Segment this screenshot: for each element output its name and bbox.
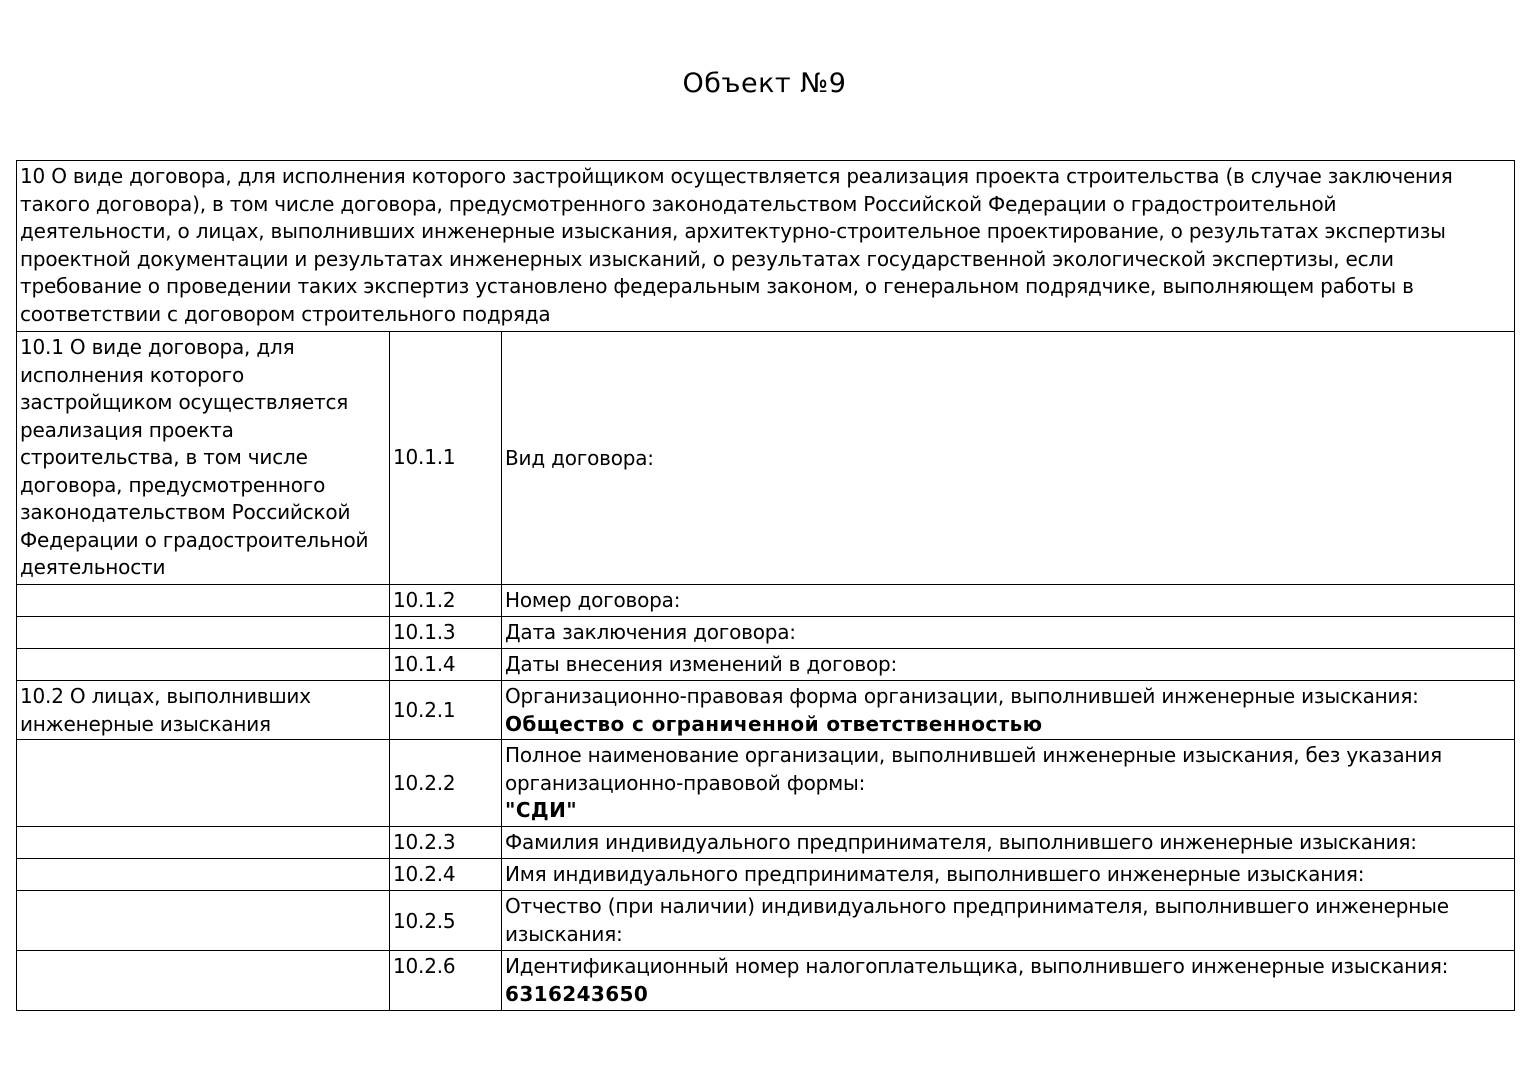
text-line: соответствии с договором строительного п… xyxy=(20,301,551,326)
text-line: Федерации о градостроительной xyxy=(20,527,369,552)
section-header: 10 О виде договора, для исполнения котор… xyxy=(16,160,1515,332)
item-number: 10.2.4 xyxy=(389,858,502,891)
item-content: Организационно-правовая форма организаци… xyxy=(501,680,1515,740)
text-line: Даты внесения изменений в договор: xyxy=(505,652,898,676)
text-line: Идентификационный номер налогоплательщик… xyxy=(505,954,1449,978)
text-line: строительства, в том числе xyxy=(20,445,308,469)
item-content: Фамилия индивидуального предпринимателя,… xyxy=(501,826,1515,859)
item-content: Вид договора: xyxy=(501,331,1515,585)
text-line: договора, предусмотренного xyxy=(20,472,326,497)
text-line: требование о проведении таких экспертиз … xyxy=(20,274,1414,298)
item-value: Общество с ограниченной ответственностью xyxy=(505,711,1043,736)
text-line: реализация проекта xyxy=(20,417,234,442)
text-line: деятельности xyxy=(20,555,166,579)
text-line: деятельности, о лицах, выполнивших инжен… xyxy=(20,219,1446,243)
table-row: 10.1.4 Даты внесения изменений в договор: xyxy=(16,648,1515,681)
text-line: Дата заключения договора: xyxy=(505,620,796,644)
item-number: 10.1.4 xyxy=(389,648,502,681)
text-line: инженерные изыскания xyxy=(20,711,271,736)
text-line: Полное наименование организации, выполни… xyxy=(505,743,1442,767)
item-number: 10.2.5 xyxy=(389,890,502,951)
item-content: Имя индивидуального предпринимателя, вып… xyxy=(501,858,1515,891)
item-content: Номер договора: xyxy=(501,584,1515,617)
item-content: Идентификационный номер налогоплательщик… xyxy=(501,950,1515,1011)
text-line: 10 О виде договора, для исполнения котор… xyxy=(20,164,1453,188)
item-value: "СДИ" xyxy=(505,798,578,822)
item-content: Даты внесения изменений в договор: xyxy=(501,648,1515,681)
group-cell xyxy=(16,950,390,1011)
group-cell xyxy=(16,616,390,649)
table-row: 10.1.3 Дата заключения договора: xyxy=(16,616,1515,649)
text-line: застройщиком осуществляется xyxy=(20,390,349,414)
table-row: 10.2.4 Имя индивидуального предпринимател… xyxy=(16,858,1515,891)
group-cell xyxy=(16,826,390,859)
text-line: Организационно-правовая форма организаци… xyxy=(505,684,1419,708)
page-title: Объект №9 xyxy=(682,68,847,99)
text-line: Отчество (при наличии) индивидуального п… xyxy=(505,894,1449,918)
item-content: Отчество (при наличии) индивидуального п… xyxy=(501,890,1515,951)
text-line: изыскания: xyxy=(505,921,623,946)
text-line: такого договора), в том числе договора, … xyxy=(20,191,1337,216)
group-cell xyxy=(16,890,390,951)
item-number: 10.2.3 xyxy=(389,826,502,859)
text-line: Номер договора: xyxy=(505,588,681,612)
text-line: Имя индивидуального предпринимателя, вып… xyxy=(505,862,1365,886)
text-line: исполнения которого xyxy=(20,362,245,387)
item-number: 10.1.3 xyxy=(389,616,502,649)
group-cell xyxy=(16,739,390,827)
group-cell xyxy=(16,858,390,891)
item-value: 6316243650 xyxy=(505,981,649,1006)
text-line: организационно-правовой формы: xyxy=(505,770,866,795)
item-number: 10.2.2 xyxy=(389,739,502,827)
table-row: 10.2.2 Полное наименование организации, в… xyxy=(16,739,1515,827)
item-number: 10.1.2 xyxy=(389,584,502,617)
table-row: 10.2.3 Фамилия индивидуального предприним… xyxy=(16,826,1515,859)
group-cell: 10.1 О виде договора, для исполнения кото… xyxy=(16,331,390,585)
item-number: 10.2.6 xyxy=(389,950,502,1011)
item-content: Полное наименование организации, выполни… xyxy=(501,739,1515,827)
group-cell: 10.2 О лицах, выполнивших инженерные изыс… xyxy=(16,680,390,740)
table-row: 10.1.2 Номер договора: xyxy=(16,584,1515,617)
table-row: 10.2.5 Отчество (при наличии) индивидуаль… xyxy=(16,890,1515,951)
table-row: 10.1 О виде договора, для исполнения кото… xyxy=(16,331,1515,585)
text-line: проектной документации и результатах инж… xyxy=(20,246,1394,271)
table-row: 10.2 О лицах, выполнивших инженерные изыс… xyxy=(16,680,1515,740)
table-row: 10.2.6 Идентификационный номер налогоплат… xyxy=(16,950,1515,1011)
text-line: 10.2 О лицах, выполнивших xyxy=(20,684,311,708)
text-line: Фамилия индивидуального предпринимателя,… xyxy=(505,830,1417,854)
group-cell xyxy=(16,648,390,681)
item-number: 10.2.1 xyxy=(389,680,502,740)
text-line: 10.1 О виде договора, для xyxy=(20,335,295,359)
text-line: Вид договора: xyxy=(505,446,654,471)
text-line: законодательством Российской xyxy=(20,500,351,524)
group-cell xyxy=(16,584,390,617)
section-header-row: 10 О виде договора, для исполнения котор… xyxy=(16,160,1515,332)
item-number: 10.1.1 xyxy=(389,331,502,585)
item-content: Дата заключения договора: xyxy=(501,616,1515,649)
info-table: 10 О виде договора, для исполнения котор… xyxy=(16,160,1515,1011)
